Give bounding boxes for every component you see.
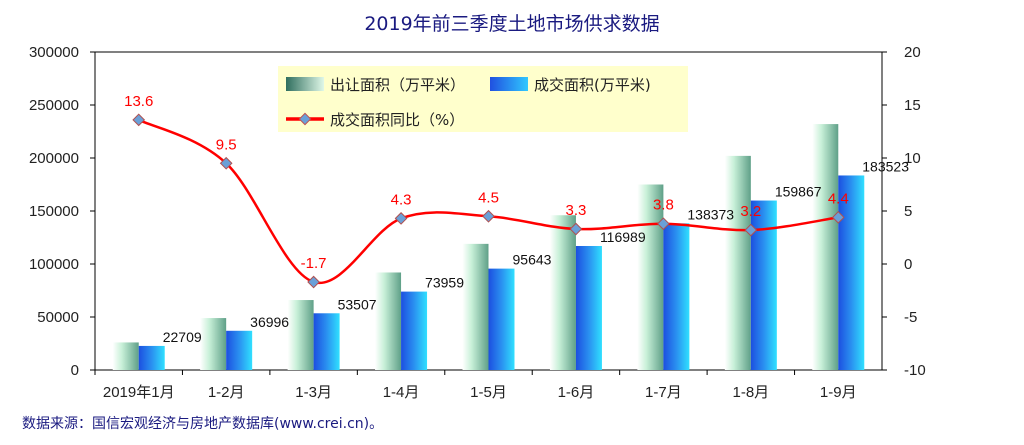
yoy-label: 3.2 bbox=[740, 203, 761, 220]
deal-bar bbox=[401, 291, 428, 370]
legend-label-demand: 成交面积(万平米) bbox=[534, 76, 651, 94]
deal-bar bbox=[838, 175, 865, 370]
deal-bar-label: 159867 bbox=[775, 184, 822, 200]
y2-tick-label: 20 bbox=[904, 44, 921, 61]
deal-bar bbox=[488, 268, 515, 370]
x-tick-label: 1-9月 bbox=[820, 384, 857, 401]
deal-bar bbox=[226, 330, 253, 370]
deal-bar-label: 22709 bbox=[163, 329, 202, 345]
yoy-point bbox=[307, 275, 320, 289]
deal-bar bbox=[750, 200, 777, 370]
supply-bar bbox=[812, 124, 839, 370]
supply-bar bbox=[200, 318, 227, 370]
deal-bar bbox=[575, 245, 602, 370]
legend-box bbox=[278, 66, 688, 132]
yoy-label: 3.3 bbox=[566, 202, 587, 219]
legend-label-supply: 出让面积（万平米） bbox=[330, 76, 465, 94]
yoy-label: 4.5 bbox=[478, 189, 499, 206]
supply-bar bbox=[462, 243, 489, 370]
yoy-point bbox=[569, 222, 583, 236]
x-tick-label: 1-4月 bbox=[383, 384, 420, 401]
legend-swatch-supply bbox=[286, 77, 324, 91]
deal-bar bbox=[663, 223, 690, 370]
y2-tick-label: 15 bbox=[904, 97, 921, 114]
x-tick-label: 1-5月 bbox=[470, 384, 507, 401]
y-tick-label: 150000 bbox=[29, 203, 79, 220]
deal-bar-label: 138373 bbox=[687, 206, 734, 222]
y-tick-label: 200000 bbox=[29, 150, 79, 167]
x-tick-label: 1-7月 bbox=[645, 384, 682, 401]
x-tick-label: 2019年1月 bbox=[103, 384, 175, 401]
deal-bar-label: 73959 bbox=[425, 275, 464, 291]
supply-bar bbox=[549, 215, 576, 370]
yoy-point bbox=[482, 209, 495, 223]
x-tick-label: 1-6月 bbox=[558, 384, 595, 401]
deal-bar-label: 53507 bbox=[338, 296, 377, 312]
legend-swatch-demand bbox=[490, 77, 528, 91]
y-tick-label: 100000 bbox=[29, 256, 79, 273]
y2-tick-label: -10 bbox=[904, 362, 926, 379]
y-tick-label: 50000 bbox=[37, 309, 79, 326]
x-tick-label: 1-3月 bbox=[295, 384, 332, 401]
y-tick-label: 0 bbox=[71, 362, 79, 379]
yoy-point bbox=[831, 210, 845, 224]
legend: 出让面积（万平米） 成交面积(万平米) 成交面积同比（%） bbox=[278, 66, 688, 132]
yoy-label: 3.8 bbox=[653, 197, 674, 214]
y2-tick-label: 5 bbox=[904, 203, 912, 220]
yoy-point bbox=[219, 156, 233, 170]
supply-bar bbox=[287, 300, 314, 370]
chart-title: 2019年前三季度土地市场供求数据 bbox=[364, 13, 659, 35]
y-tick-label: 250000 bbox=[29, 97, 79, 114]
yoy-point bbox=[132, 113, 146, 127]
legend-marker bbox=[298, 112, 312, 126]
yoy-label: 9.5 bbox=[216, 136, 237, 153]
deal-bar-label: 116989 bbox=[600, 229, 646, 245]
legend-label-line: 成交面积同比（%） bbox=[330, 111, 464, 129]
x-tick-label: 1-8月 bbox=[732, 384, 769, 401]
yoy-label: 4.4 bbox=[828, 190, 849, 207]
yoy-line bbox=[138, 118, 839, 285]
y2-tick-label: 10 bbox=[904, 150, 921, 167]
yoy-point bbox=[657, 217, 670, 231]
supply-bar bbox=[637, 184, 664, 370]
y2-tick-label: -5 bbox=[904, 309, 917, 326]
yoy-label: 13.6 bbox=[124, 93, 153, 110]
y-tick-label: 300000 bbox=[29, 44, 79, 61]
deal-bar bbox=[138, 345, 165, 370]
deal-bar bbox=[313, 313, 340, 370]
yoy-label: 4.3 bbox=[391, 191, 412, 208]
source-note: 数据来源：国信宏观经济与房地产数据库(www.crei.cn)。 bbox=[22, 416, 383, 432]
yoy-point bbox=[744, 223, 758, 237]
deal-bar-label: 95643 bbox=[513, 252, 552, 268]
yoy-point bbox=[394, 212, 408, 225]
supply-bar bbox=[375, 272, 402, 370]
y2-tick-label: 0 bbox=[904, 256, 912, 273]
deal-bar-label: 183523 bbox=[862, 158, 909, 174]
deal-bar-label: 36996 bbox=[250, 314, 289, 330]
supply-bar bbox=[724, 155, 751, 370]
supply-bar bbox=[112, 342, 139, 370]
x-tick-label: 1-2月 bbox=[208, 384, 245, 401]
yoy-label: -1.7 bbox=[301, 255, 327, 272]
